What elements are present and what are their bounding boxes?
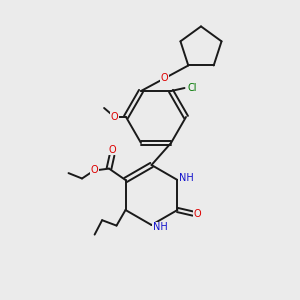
Text: O: O (194, 208, 201, 219)
Text: O: O (108, 145, 116, 155)
Text: O: O (111, 112, 119, 122)
Text: O: O (91, 165, 98, 175)
Text: NH: NH (152, 222, 167, 233)
Text: NH: NH (178, 172, 193, 183)
Text: Cl: Cl (188, 83, 197, 93)
Text: O: O (161, 73, 169, 83)
